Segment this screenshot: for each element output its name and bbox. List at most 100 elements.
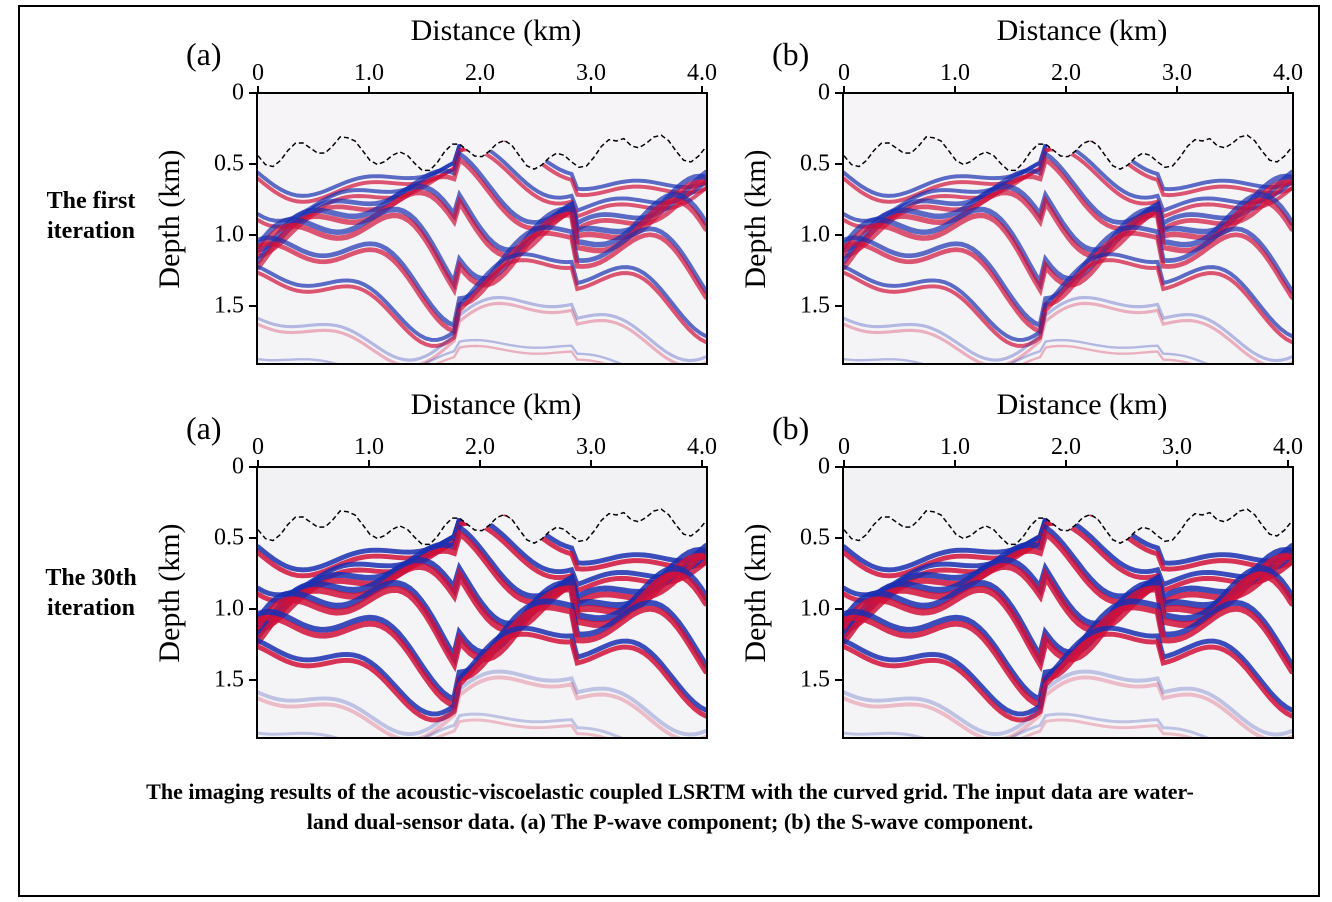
x-tick-mark [1176,86,1178,93]
x-tick-mark [954,460,956,467]
reflector-band [844,155,1292,259]
row-label-first-iteration: The first iteration [26,186,156,246]
reflector-band [844,528,1292,634]
x-tick-mark [701,460,703,467]
x-axis-label: Distance (km) [996,14,1168,47]
reflector-band [258,338,623,363]
y-tick-label: 0 [818,79,830,106]
x-tick-mark [954,86,956,93]
reflector-band [844,625,1292,717]
reflector-band [844,338,1209,363]
x-axis-label: Distance (km) [410,14,582,47]
panel-letter: (b) [772,36,810,72]
row-label-30th-iteration: The 30th iteration [26,563,156,623]
x-tick-mark [368,86,370,93]
y-axis-label: Depth (km) [739,149,772,289]
seafloor-dashed-line [258,134,706,172]
reflector-band [258,295,706,363]
x-tick-mark [1065,86,1067,93]
y-tick-mark [249,92,256,94]
y-tick-label: 0 [232,79,244,106]
x-tick-label: 4.0 [687,60,717,86]
row-label-line: The first [46,188,136,214]
x-tick-label: 2.0 [465,434,495,460]
x-tick-label: 2.0 [465,60,495,86]
x-tick-mark [843,86,845,93]
panel-letter: (b) [772,410,810,446]
figure-caption: The imaging results of the acoustic-visc… [146,779,1194,834]
y-tick-label: 0.5 [214,524,244,551]
y-tick-label: 0 [232,453,244,480]
y-tick-mark [249,466,256,468]
y-tick-label: 0.5 [214,150,244,177]
x-tick-label: 2.0 [1051,60,1081,86]
x-tick-label: 3.0 [1162,60,1192,86]
reflector-band [258,301,706,363]
reflector-band [258,252,706,342]
x-tick-label: 3.0 [576,60,606,86]
x-tick-label: 4.0 [687,434,717,460]
seismic-image-svg [844,94,1292,363]
reflector-band [844,301,1292,363]
reflector-band [258,604,706,710]
reflector-band [258,155,706,259]
reflector-band [258,149,706,253]
reflector-band [258,528,706,634]
x-tick-mark [590,86,592,93]
reflector-band [435,718,608,737]
reflector-band [844,231,1292,335]
y-tick-mark [835,92,842,94]
reflector-band [258,712,623,737]
row-label-line: iteration [47,218,135,244]
y-tick-mark [249,679,256,681]
reflector-band [844,604,1292,710]
y-tick-label: 1.5 [800,292,830,319]
x-tick-mark [257,460,259,467]
x-tick-mark [590,460,592,467]
reflector-band [1021,344,1193,363]
y-tick-mark [249,234,256,236]
row-label-line: iteration [47,595,135,621]
x-tick-mark [1176,460,1178,467]
water-layer [258,468,706,545]
reflector-band [258,522,706,628]
y-tick-mark [835,679,842,681]
reflector-band [844,252,1292,342]
y-axis-label: Depth (km) [739,523,772,663]
x-tick-label: 3.0 [576,434,606,460]
reflector-band [258,631,706,723]
x-tick-label: 4.0 [1273,434,1303,460]
reflector-band [844,258,1292,348]
x-tick-label: 1.0 [940,434,970,460]
x-tick-mark [1287,460,1289,467]
y-tick-label: 1.5 [800,666,830,693]
y-tick-label: 1.0 [214,595,244,622]
x-tick-label: 1.0 [940,60,970,86]
reflector-band [844,295,1292,363]
x-axis-label: Distance (km) [410,388,582,421]
reflector-band [844,522,1292,628]
x-tick-mark [479,460,481,467]
x-tick-label: 1.0 [354,60,384,86]
seismic-image-svg [258,94,706,363]
reflector-band [258,625,706,717]
x-tick-mark [1065,460,1067,467]
x-tick-mark [368,460,370,467]
water-layer [844,468,1292,545]
x-tick-label: 3.0 [1162,434,1192,460]
seismic-image-svg [258,468,706,737]
y-tick-label: 1.5 [214,666,244,693]
x-tick-label: 1.0 [354,434,384,460]
y-tick-label: 0 [818,453,830,480]
reflector-band [258,258,706,348]
figure-frame [18,5,1320,897]
y-tick-label: 1.0 [214,221,244,248]
row-label-line: The 30th [45,565,137,591]
reflector-band [435,344,607,363]
seafloor-dashed-line [844,134,1292,172]
seismic-image-p-wave-30th [256,466,708,739]
y-axis-label: Depth (km) [153,149,186,289]
y-tick-mark [835,163,842,165]
seismic-image-p-wave-first [256,92,708,365]
x-tick-mark [479,86,481,93]
